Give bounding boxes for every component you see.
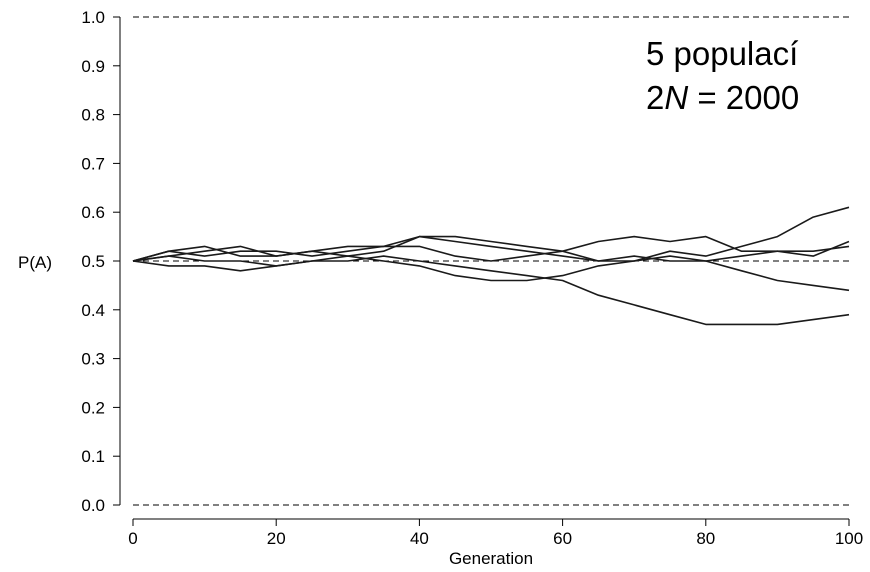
annotation-size-prefix: 2 — [646, 79, 665, 116]
x-tick-label: 80 — [696, 529, 715, 548]
x-axis-label: Generation — [449, 549, 533, 568]
x-tick-label: 20 — [267, 529, 286, 548]
x-tick-label: 40 — [410, 529, 429, 548]
y-tick-label: 0.6 — [81, 203, 105, 222]
y-tick-label: 0.8 — [81, 106, 105, 125]
y-tick-label: 0.4 — [81, 301, 105, 320]
series-line-5 — [132, 235, 850, 262]
y-tick-label: 0.2 — [81, 398, 105, 417]
y-tick-label: 0.7 — [81, 154, 105, 173]
y-tick-label: 0.1 — [81, 447, 105, 466]
y-tick-label: 0.9 — [81, 57, 105, 76]
annotation-size-variable: N — [664, 79, 689, 116]
y-tick-label: 1.0 — [81, 8, 105, 27]
x-tick-label: 0 — [128, 529, 137, 548]
y-tick-label: 0.5 — [81, 252, 105, 271]
series-line-3 — [132, 235, 850, 262]
y-axis-label: P(A) — [18, 253, 52, 272]
series-line-4 — [132, 255, 850, 292]
y-tick-label: 0.0 — [81, 496, 105, 515]
x-tick-label: 100 — [835, 529, 863, 548]
annotation-population-size: 2N = 2000 — [646, 81, 799, 114]
annotation-size-value: = 2000 — [688, 79, 800, 116]
series-line-1 — [132, 206, 850, 262]
x-axis: 0 20 40 60 80 100 — [128, 518, 863, 548]
x-tick-label: 60 — [553, 529, 572, 548]
y-axis: 0.0 0.1 0.2 0.3 0.4 0.5 0.6 0.7 0.8 0.9 1.0 — [81, 8, 121, 515]
series-group — [132, 206, 850, 326]
annotation-populations: 5 populací — [646, 35, 799, 72]
series-line-2 — [132, 255, 850, 326]
y-tick-label: 0.3 — [81, 350, 105, 369]
